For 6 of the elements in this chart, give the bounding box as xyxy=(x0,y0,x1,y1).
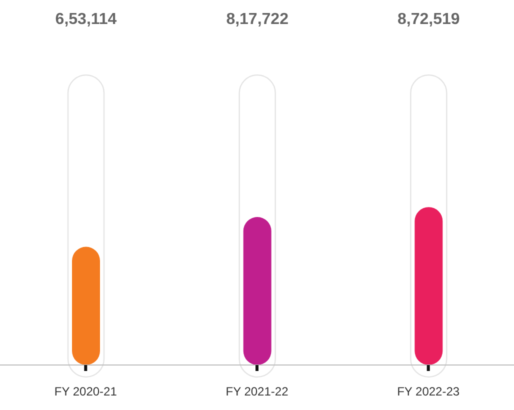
data-label: 6,53,114 xyxy=(55,11,117,28)
x-tick-label: FY 2021-22 xyxy=(226,384,289,399)
x-tick-label: FY 2020-21 xyxy=(54,384,118,399)
data-label: 8,17,722 xyxy=(226,11,289,28)
x-tick-label: FY 2022-23 xyxy=(397,384,460,399)
data-label: 8,72,519 xyxy=(398,11,460,28)
